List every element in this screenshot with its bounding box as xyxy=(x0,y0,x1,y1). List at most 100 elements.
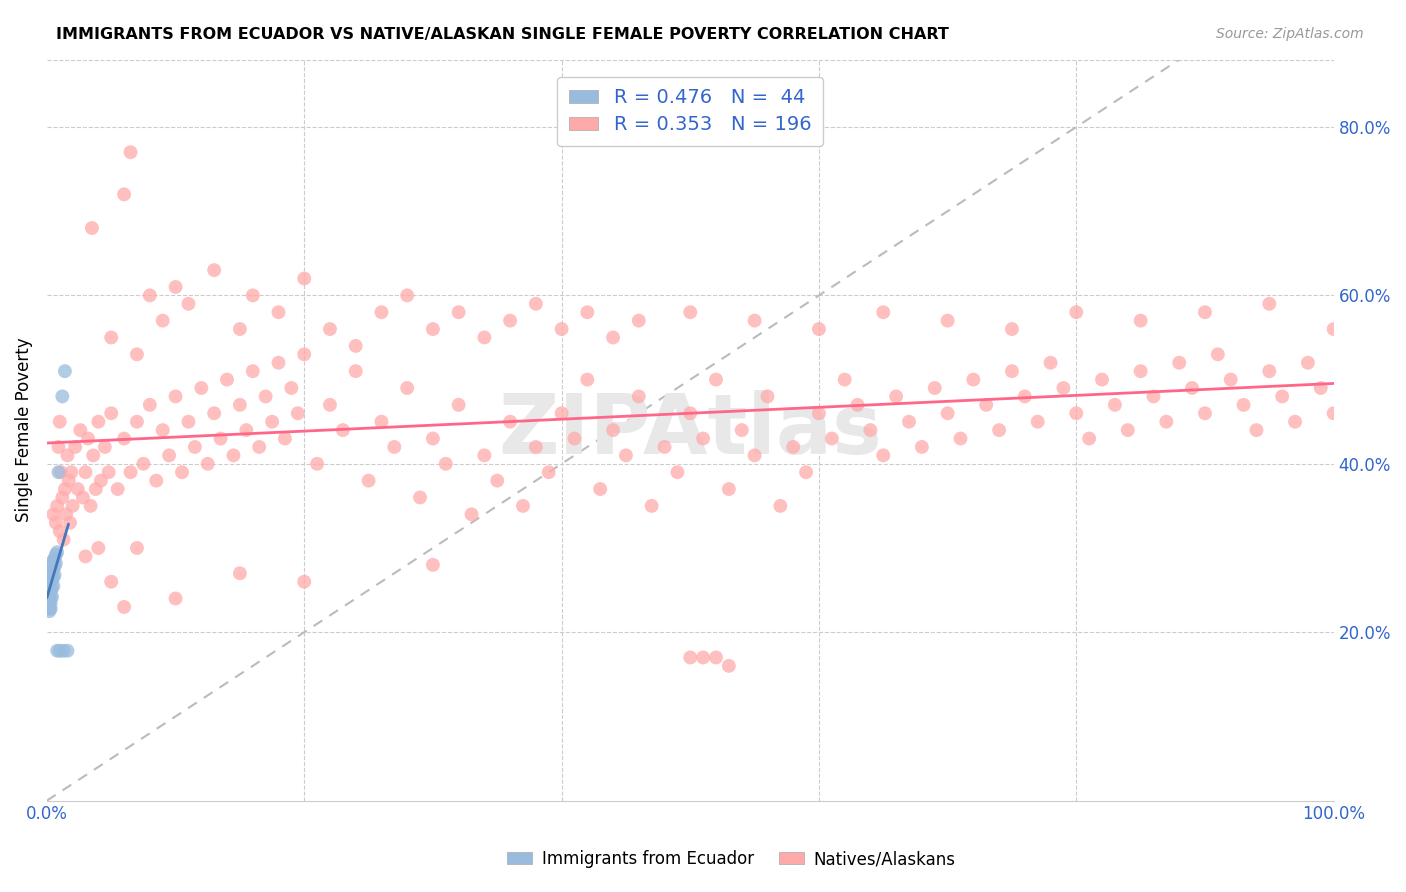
Point xyxy=(125,541,148,555)
Point xyxy=(247,440,270,454)
Point xyxy=(39,559,62,574)
Point xyxy=(287,406,309,420)
Point xyxy=(704,650,727,665)
Point xyxy=(52,533,75,547)
Point xyxy=(1194,406,1216,420)
Point xyxy=(1091,373,1114,387)
Point xyxy=(898,415,921,429)
Point xyxy=(576,305,599,319)
Point xyxy=(332,423,354,437)
Point xyxy=(44,551,66,566)
Point xyxy=(794,465,817,479)
Point xyxy=(51,491,73,505)
Point xyxy=(936,406,959,420)
Point xyxy=(717,482,740,496)
Point xyxy=(474,330,496,344)
Point xyxy=(202,406,225,420)
Point xyxy=(38,593,60,607)
Point xyxy=(474,449,496,463)
Point xyxy=(1052,381,1074,395)
Point xyxy=(1156,415,1178,429)
Point xyxy=(319,322,342,336)
Point xyxy=(39,601,62,615)
Point xyxy=(37,579,59,593)
Point xyxy=(87,541,110,555)
Point xyxy=(692,650,714,665)
Point xyxy=(100,406,122,420)
Point xyxy=(79,499,101,513)
Point xyxy=(974,398,997,412)
Point xyxy=(46,644,69,658)
Point xyxy=(1142,389,1164,403)
Point xyxy=(152,313,174,327)
Point xyxy=(267,305,290,319)
Point xyxy=(46,545,69,559)
Point xyxy=(988,423,1011,437)
Point xyxy=(524,440,547,454)
Point xyxy=(717,659,740,673)
Point xyxy=(422,322,444,336)
Point xyxy=(357,474,380,488)
Point xyxy=(222,449,245,463)
Point xyxy=(1014,389,1036,403)
Point xyxy=(56,449,79,463)
Point xyxy=(1064,406,1087,420)
Point xyxy=(49,465,72,479)
Point xyxy=(177,415,200,429)
Point xyxy=(139,288,162,302)
Point xyxy=(63,440,86,454)
Point xyxy=(38,601,60,615)
Point xyxy=(396,288,419,302)
Point xyxy=(396,381,419,395)
Point xyxy=(190,381,212,395)
Point xyxy=(84,482,107,496)
Point xyxy=(769,499,792,513)
Point xyxy=(936,313,959,327)
Point xyxy=(37,566,59,581)
Point xyxy=(422,558,444,572)
Point xyxy=(679,305,702,319)
Legend: R = 0.476   N =  44, R = 0.353   N = 196: R = 0.476 N = 44, R = 0.353 N = 196 xyxy=(557,77,823,146)
Point xyxy=(512,499,534,513)
Point xyxy=(152,423,174,437)
Point xyxy=(370,305,392,319)
Point xyxy=(1001,322,1024,336)
Point xyxy=(550,322,572,336)
Point xyxy=(46,499,69,513)
Point xyxy=(602,330,624,344)
Point xyxy=(125,415,148,429)
Point xyxy=(58,474,80,488)
Point xyxy=(100,330,122,344)
Point xyxy=(1232,398,1254,412)
Point xyxy=(41,590,63,604)
Point xyxy=(37,570,59,584)
Point xyxy=(1001,364,1024,378)
Point xyxy=(184,440,207,454)
Point xyxy=(197,457,219,471)
Point xyxy=(80,221,103,235)
Point xyxy=(53,482,76,496)
Point xyxy=(39,566,62,581)
Point xyxy=(229,566,252,581)
Point xyxy=(39,596,62,610)
Point xyxy=(235,423,257,437)
Point xyxy=(640,499,662,513)
Point xyxy=(39,574,62,589)
Point xyxy=(382,440,405,454)
Point xyxy=(42,554,65,568)
Point xyxy=(692,432,714,446)
Point xyxy=(120,465,142,479)
Point xyxy=(344,364,367,378)
Point xyxy=(48,465,70,479)
Point xyxy=(1271,389,1294,403)
Point xyxy=(77,432,100,446)
Point xyxy=(66,482,89,496)
Point xyxy=(704,373,727,387)
Point xyxy=(41,582,63,596)
Point xyxy=(37,587,59,601)
Point xyxy=(112,599,135,614)
Point xyxy=(38,599,60,614)
Point xyxy=(125,347,148,361)
Point xyxy=(627,389,650,403)
Point xyxy=(499,415,522,429)
